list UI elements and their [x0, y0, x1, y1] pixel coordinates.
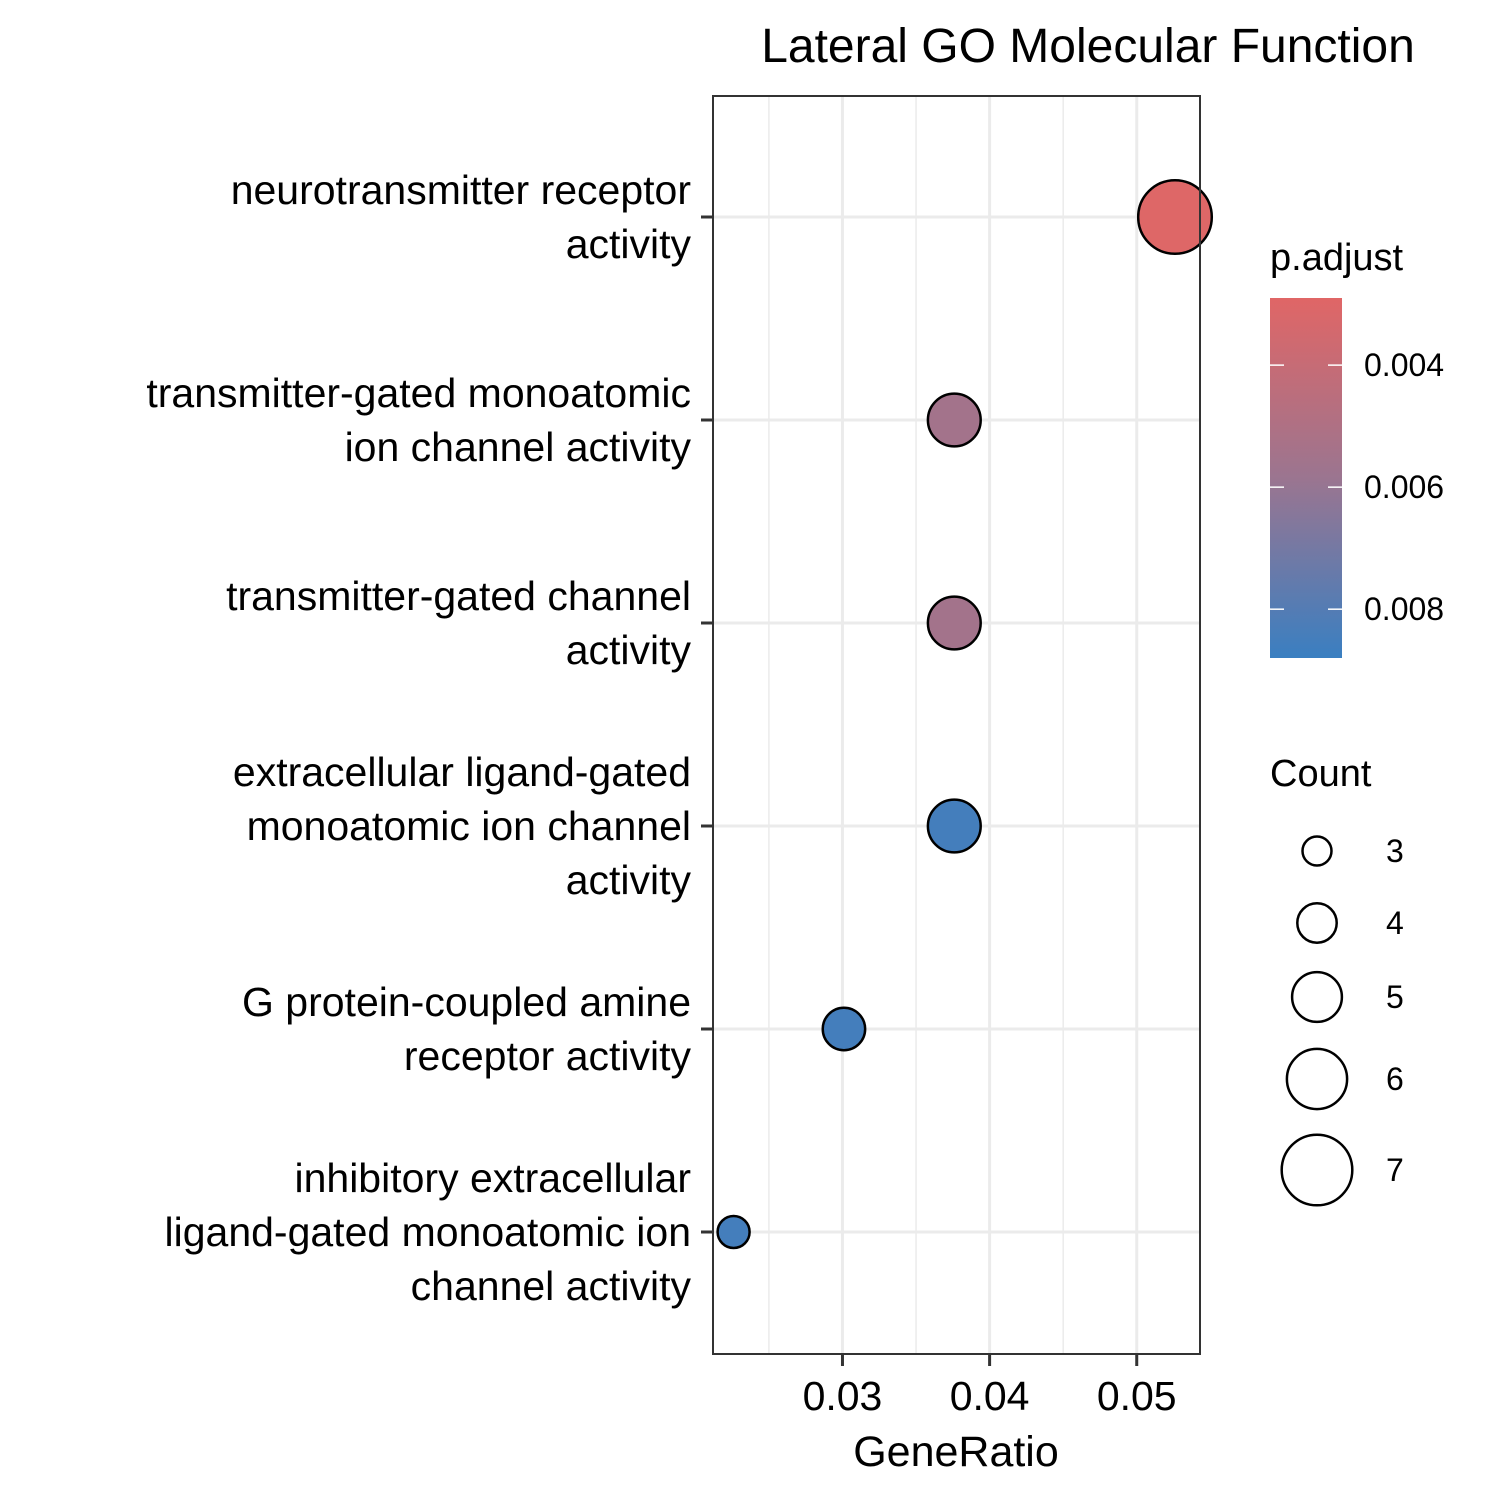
panel-background	[713, 96, 1200, 1354]
color-legend-title: p.adjust	[1270, 237, 1404, 279]
size-legend-circle	[1290, 970, 1344, 1024]
colorbar	[1270, 298, 1342, 658]
size-legend-label: 5	[1386, 979, 1404, 1015]
data-point	[821, 1006, 867, 1052]
x-axis-label: GeneRatio	[853, 1428, 1059, 1476]
x-tick-label: 0.05	[1097, 1373, 1177, 1419]
x-tick-label: 0.03	[803, 1373, 883, 1419]
color-legend: p.adjust 0.004 0.006 0.008	[1270, 237, 1444, 658]
size-legend-circle	[1296, 902, 1338, 944]
size-legend-title: Count	[1270, 753, 1372, 795]
data-point	[926, 595, 982, 651]
y-tick-label: transmitter-gated channel	[226, 573, 691, 619]
colorbar-label: 0.004	[1364, 347, 1444, 383]
panel-border	[712, 95, 1201, 1355]
plot-panel	[713, 96, 1200, 1354]
y-tick-label: ligand-gated monoatomic ion	[165, 1209, 692, 1255]
y-tick-label: ion channel activity	[345, 424, 692, 470]
size-legend: Count 3 4 5 6 7	[1270, 753, 1404, 1207]
data-point	[1136, 178, 1214, 256]
data-point	[716, 1214, 751, 1250]
size-legend-label: 6	[1386, 1061, 1404, 1097]
data-point	[926, 798, 982, 854]
colorbar-label: 0.006	[1364, 469, 1444, 505]
y-tick-label: inhibitory extracellular	[294, 1155, 691, 1201]
y-tick-label: activity	[566, 627, 692, 673]
data-point	[926, 392, 982, 448]
y-tick-label: activity	[566, 857, 692, 903]
data-points	[716, 178, 1214, 1250]
y-tick-label: channel activity	[411, 1263, 692, 1309]
x-axis: 0.03 0.04 0.05	[803, 1354, 1177, 1419]
x-tick-label: 0.04	[950, 1373, 1030, 1419]
colorbar-label: 0.008	[1364, 591, 1444, 627]
size-legend-circle	[1280, 1133, 1354, 1207]
y-tick-label: neurotransmitter receptor	[231, 167, 691, 213]
y-tick-label: activity	[566, 221, 692, 267]
size-legend-circle	[1285, 1047, 1349, 1111]
y-tick-label: receptor activity	[404, 1033, 692, 1079]
size-legend-label: 3	[1386, 833, 1404, 869]
y-axis: neurotransmitter receptor activity transmi…	[146, 167, 713, 1309]
y-tick-label: monoatomic ion channel	[247, 803, 691, 849]
y-tick-label: extracellular ligand-gated	[233, 749, 691, 795]
y-tick-label: transmitter-gated monoatomic	[146, 370, 691, 416]
y-tick-label: G protein-coupled amine	[242, 979, 691, 1025]
size-legend-label: 7	[1386, 1152, 1404, 1188]
size-legend-circle	[1301, 835, 1333, 867]
chart-title: Lateral GO Molecular Function	[761, 20, 1415, 73]
size-legend-label: 4	[1386, 905, 1404, 941]
